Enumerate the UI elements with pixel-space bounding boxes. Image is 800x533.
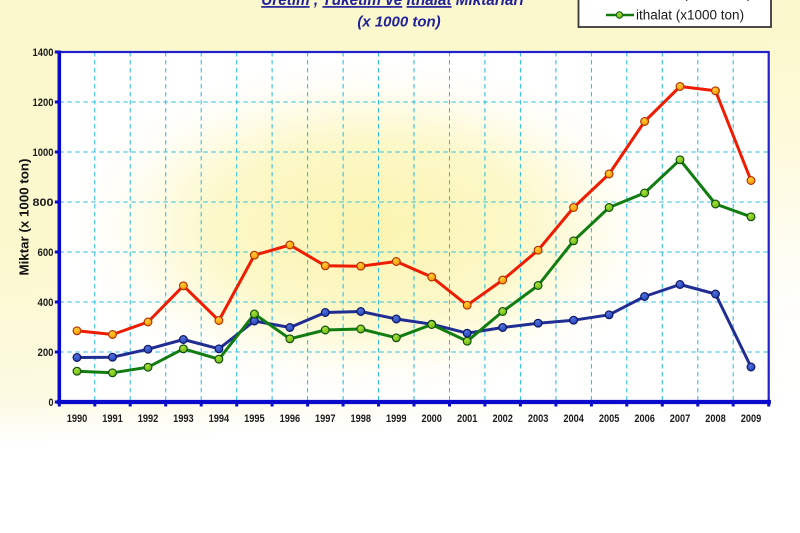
svg-text:Miktar (x 1000 ton): Miktar (x 1000 ton) bbox=[18, 159, 32, 276]
svg-text:2005: 2005 bbox=[599, 413, 620, 425]
svg-text:200: 200 bbox=[38, 347, 54, 359]
svg-text:800: 800 bbox=[33, 197, 54, 209]
svg-text:1998: 1998 bbox=[351, 413, 372, 425]
svg-text:1993: 1993 bbox=[173, 413, 194, 425]
svg-text:1995: 1995 bbox=[244, 413, 265, 425]
svg-text:1992: 1992 bbox=[138, 413, 159, 425]
svg-text:2007: 2007 bbox=[670, 413, 691, 425]
svg-text:2008: 2008 bbox=[705, 413, 726, 425]
svg-text:1991: 1991 bbox=[102, 413, 123, 425]
svg-text:1990: 1990 bbox=[67, 413, 88, 425]
svg-text:1994: 1994 bbox=[209, 413, 230, 425]
svg-text:2002: 2002 bbox=[492, 413, 513, 425]
svg-text:1996: 1996 bbox=[280, 413, 301, 425]
svg-text:2006: 2006 bbox=[634, 413, 655, 425]
svg-text:0: 0 bbox=[49, 397, 54, 409]
svg-text:2004: 2004 bbox=[563, 413, 584, 425]
svg-text:1200: 1200 bbox=[33, 97, 54, 109]
svg-text:2009: 2009 bbox=[741, 413, 762, 425]
svg-text:(x 1000 ton): (x 1000 ton) bbox=[357, 14, 440, 31]
svg-text:600: 600 bbox=[38, 247, 54, 259]
svg-text:1000: 1000 bbox=[33, 147, 54, 159]
svg-text:400: 400 bbox=[38, 297, 54, 309]
svg-text:1400: 1400 bbox=[33, 47, 54, 59]
svg-text:Üretim , Tüketim ve İthalat: Üretim , Tüketim ve İthalat Miktarları bbox=[261, 0, 524, 9]
svg-text:2000: 2000 bbox=[421, 413, 442, 425]
svg-text:2003: 2003 bbox=[528, 413, 549, 425]
svg-text:1997: 1997 bbox=[315, 413, 336, 425]
svg-text:1999: 1999 bbox=[386, 413, 407, 425]
svg-text:2001: 2001 bbox=[457, 413, 478, 425]
svg-text:ithalat (x1000 ton): ithalat (x1000 ton) bbox=[636, 8, 744, 23]
svg-text:tüketim (x1000 ton): tüketim (x1000 ton) bbox=[636, 0, 752, 1]
